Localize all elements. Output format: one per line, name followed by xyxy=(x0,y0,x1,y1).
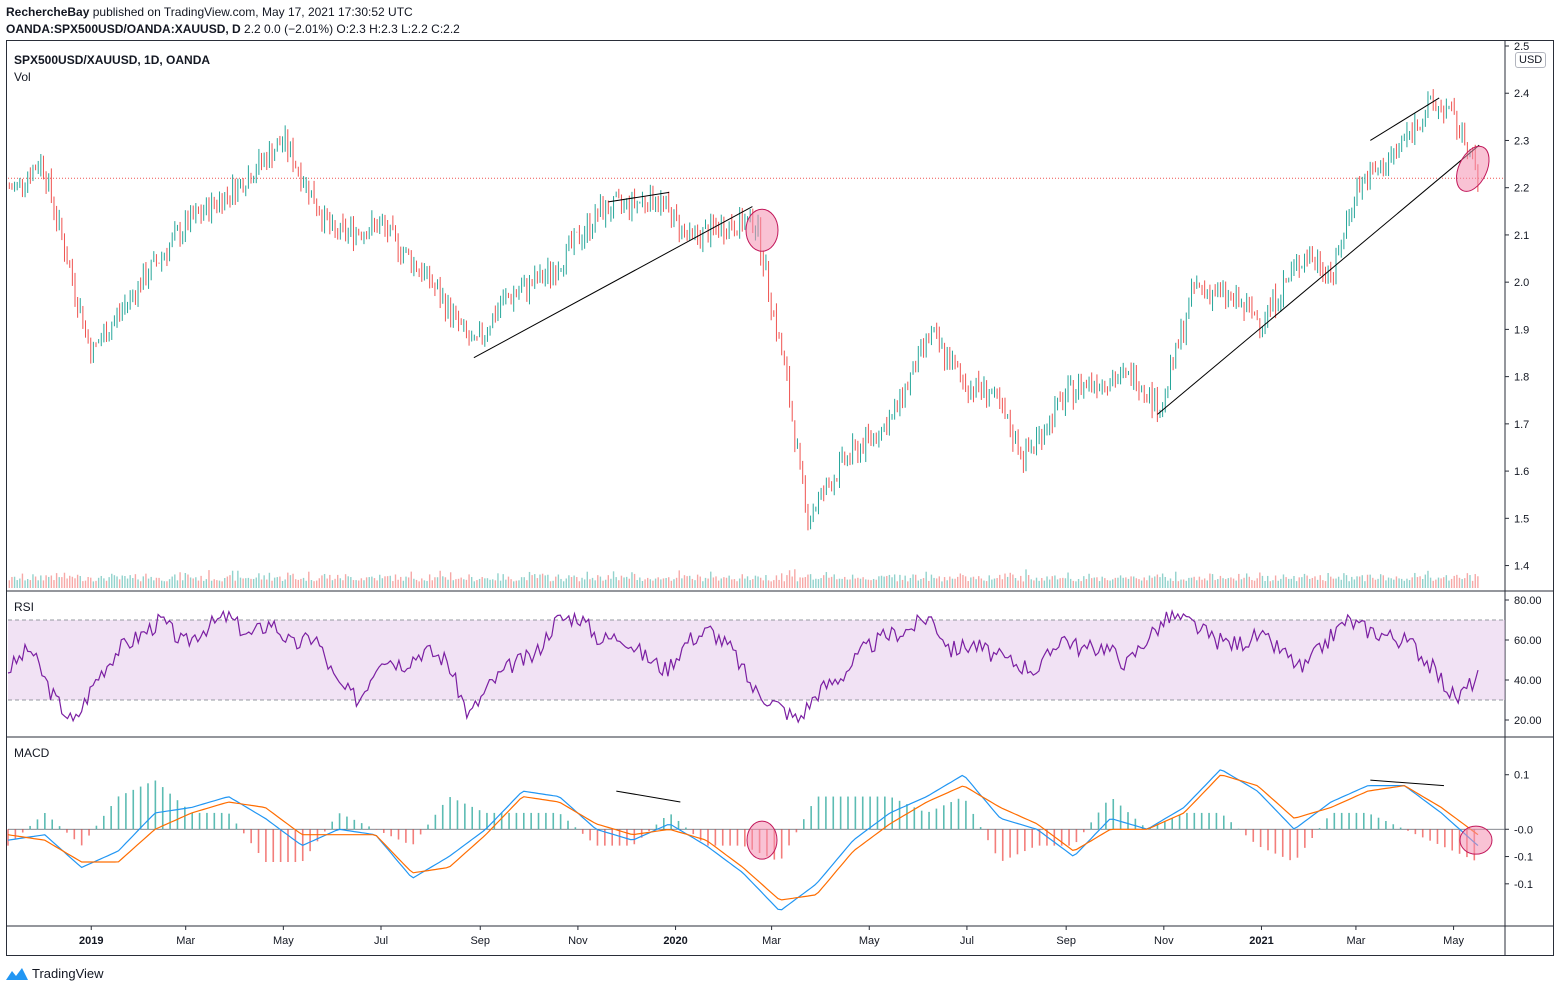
macd-label[interactable]: MACD xyxy=(14,746,50,760)
footer-brand[interactable]: TradingView xyxy=(6,966,104,981)
time-tick-label: Jul xyxy=(374,935,388,947)
divergence-trendline xyxy=(608,191,670,203)
macd-tick-label: 0.1 xyxy=(1514,770,1529,782)
time-tick-label: May xyxy=(859,935,880,947)
footer-brand-text: TradingView xyxy=(32,966,104,981)
price-tick-label: 1.7 xyxy=(1514,419,1529,431)
time-tick-label: 2019 xyxy=(79,935,103,947)
rsi-tick-label: 60.00 xyxy=(1514,635,1542,647)
time-tick-label: May xyxy=(273,935,294,947)
signal-line xyxy=(7,774,1479,901)
support-trendline xyxy=(1157,144,1480,415)
highlight-circle xyxy=(746,820,778,860)
rsi-tick-label: 20.00 xyxy=(1514,715,1542,727)
highlight-circle xyxy=(1459,825,1493,855)
time-tick-label: 2021 xyxy=(1249,935,1273,947)
macd-tick-label: -0.1 xyxy=(1514,852,1533,864)
price-tick-label: 1.5 xyxy=(1514,513,1529,525)
rsi-label[interactable]: RSI xyxy=(14,600,35,614)
price-tick-label: 1.9 xyxy=(1514,324,1529,336)
time-tick-label: Mar xyxy=(762,935,781,947)
divergence-trendline xyxy=(616,790,681,803)
highlight-circle xyxy=(1456,145,1490,192)
rsi-tick-label: 80.00 xyxy=(1514,595,1542,607)
time-tick-label: Mar xyxy=(1346,935,1365,947)
time-tick-label: Nov xyxy=(1154,935,1174,947)
time-tick-label: Jul xyxy=(960,935,974,947)
price-tick-label: 1.6 xyxy=(1514,466,1529,478)
rsi-line xyxy=(7,608,1479,724)
time-tick-label: Mar xyxy=(176,935,195,947)
price-tick-label: 2.4 xyxy=(1514,88,1529,100)
publish-info: RechercheBay published on TradingView.co… xyxy=(6,5,413,19)
price-tick-label: 2.1 xyxy=(1514,230,1529,242)
ohlc-values: 2.2 0.0 (−2.01%) O:2.3 H:2.3 L:2.2 C:2.2 xyxy=(240,22,460,36)
time-tick-label: Sep xyxy=(1056,935,1076,947)
support-trendline xyxy=(473,206,753,359)
macd-tick-label: -0.1 xyxy=(1514,879,1533,891)
tradingview-logo-icon xyxy=(6,967,28,980)
publisher-name[interactable]: RechercheBay xyxy=(6,5,90,19)
macd-line xyxy=(7,769,1479,911)
highlight-circle xyxy=(745,208,779,252)
price-tick-label: 2.0 xyxy=(1514,277,1529,289)
price-tick-label: 2.2 xyxy=(1514,183,1529,195)
time-tick-label: Nov xyxy=(568,935,588,947)
rsi-tick-label: 40.00 xyxy=(1514,675,1542,687)
price-tick-label: 1.8 xyxy=(1514,372,1529,384)
publish-date: published on TradingView.com, May 17, 20… xyxy=(89,5,413,19)
chart-legend-title[interactable]: SPX500USD/XAUUSD, 1D, OANDA xyxy=(14,53,211,67)
chart-frame[interactable] xyxy=(6,40,1554,956)
time-tick-label: Sep xyxy=(470,935,490,947)
time-tick-label: May xyxy=(1443,935,1464,947)
divergence-trendline xyxy=(1370,97,1440,141)
time-tick-label: 2020 xyxy=(663,935,687,947)
macd-tick-label: -0.0 xyxy=(1514,824,1533,836)
price-tick-label: 2.5 xyxy=(1514,41,1529,53)
price-tick-label: 1.4 xyxy=(1514,561,1529,573)
symbol-name: OANDA:SPX500USD/OANDA:XAUUSD, D xyxy=(6,22,241,36)
currency-badge[interactable]: USD xyxy=(1515,52,1547,68)
volume-label[interactable]: Vol xyxy=(14,70,31,84)
divergence-trendline xyxy=(1370,779,1445,787)
price-tick-label: 2.3 xyxy=(1514,135,1529,147)
symbol-line: OANDA:SPX500USD/OANDA:XAUUSD, D 2.2 0.0 … xyxy=(6,22,460,36)
